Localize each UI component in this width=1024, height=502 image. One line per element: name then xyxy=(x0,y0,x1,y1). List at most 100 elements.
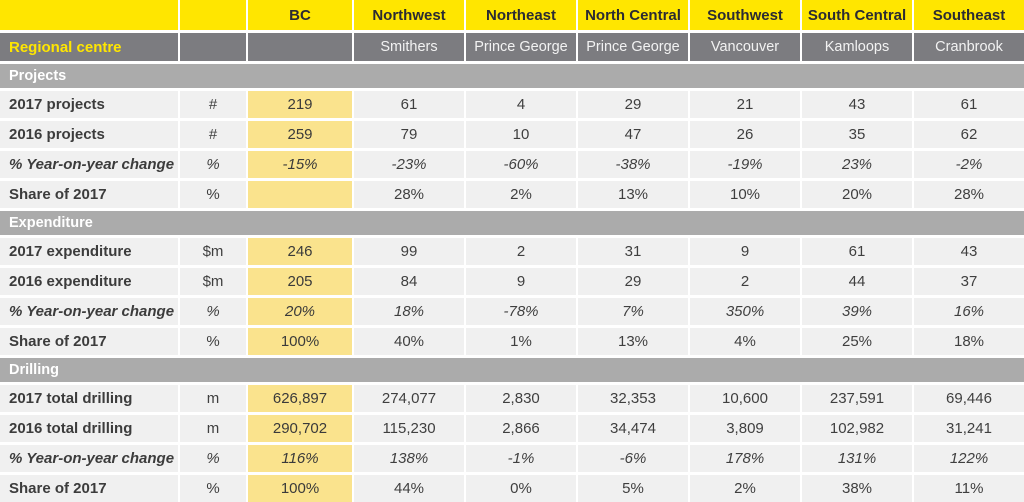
value-cell: 26 xyxy=(690,121,800,148)
data-row: % Year-on-year change% 116% 138% -1% -6% 178%… xyxy=(0,445,1024,472)
row-label: % Year-on-year change xyxy=(0,298,178,325)
unit-cell: # xyxy=(180,121,246,148)
data-row: 2017 total drilling m 626,897 274,077 2,830 3… xyxy=(0,385,1024,412)
value-cell: 122% xyxy=(914,445,1024,472)
unit-cell: % xyxy=(180,151,246,178)
value-cell: -1% xyxy=(466,445,576,472)
regional-centre-city: Kamloops xyxy=(802,33,912,61)
value-cell: 79 xyxy=(354,121,464,148)
value-cell: 2% xyxy=(466,181,576,208)
row-label: 2017 total drilling xyxy=(0,385,178,412)
value-cell: 350% xyxy=(690,298,800,325)
value-cell: 2 xyxy=(466,238,576,265)
value-cell: 29 xyxy=(578,268,688,295)
value-cell: 16% xyxy=(914,298,1024,325)
unit-cell: % xyxy=(180,475,246,502)
value-cell: 9 xyxy=(466,268,576,295)
unit-cell: % xyxy=(180,298,246,325)
data-row: 2016 total drilling m 290,702 115,230 2,866 3… xyxy=(0,415,1024,442)
unit-cell: $m xyxy=(180,238,246,265)
row-label: 2017 projects xyxy=(0,91,178,118)
region-header-southeast: Southeast xyxy=(914,0,1024,30)
value-cell: 138% xyxy=(354,445,464,472)
value-cell: 2,866 xyxy=(466,415,576,442)
value-cell: 4 xyxy=(466,91,576,118)
value-cell: 0% xyxy=(466,475,576,502)
value-cell: -38% xyxy=(578,151,688,178)
regional-centre-city: Prince George xyxy=(466,33,576,61)
corner-cell xyxy=(0,0,178,30)
bc-value-cell: 290,702 xyxy=(248,415,352,442)
regional-centre-label: Regional centre xyxy=(0,33,178,61)
bc-value-cell: 219 xyxy=(248,91,352,118)
value-cell: -78% xyxy=(466,298,576,325)
bc-value-cell xyxy=(248,181,352,208)
bc-value-cell: 100% xyxy=(248,475,352,502)
regional-centre-city: Vancouver xyxy=(690,33,800,61)
unit-cell: % xyxy=(180,328,246,355)
row-label: Share of 2017 xyxy=(0,181,178,208)
section-row-drilling: Drilling xyxy=(0,358,1024,382)
row-label: 2017 expenditure xyxy=(0,238,178,265)
value-cell: 47 xyxy=(578,121,688,148)
regional-centre-bc-cell xyxy=(248,33,352,61)
value-cell: 274,077 xyxy=(354,385,464,412)
value-cell: 37 xyxy=(914,268,1024,295)
value-cell: 69,446 xyxy=(914,385,1024,412)
row-label: Share of 2017 xyxy=(0,475,178,502)
section-row-projects: Projects xyxy=(0,64,1024,88)
value-cell: 29 xyxy=(578,91,688,118)
value-cell: 43 xyxy=(914,238,1024,265)
region-header-northeast: Northeast xyxy=(466,0,576,30)
value-cell: 178% xyxy=(690,445,800,472)
row-label: 2016 projects xyxy=(0,121,178,148)
row-label: % Year-on-year change xyxy=(0,151,178,178)
value-cell: 61 xyxy=(354,91,464,118)
bc-value-cell: 205 xyxy=(248,268,352,295)
value-cell: 18% xyxy=(354,298,464,325)
value-cell: 32,353 xyxy=(578,385,688,412)
value-cell: 9 xyxy=(690,238,800,265)
region-header-northwest: Northwest xyxy=(354,0,464,30)
value-cell: 62 xyxy=(914,121,1024,148)
value-cell: 7% xyxy=(578,298,688,325)
row-label: % Year-on-year change xyxy=(0,445,178,472)
regional-centre-city: Smithers xyxy=(354,33,464,61)
data-row: % Year-on-year change% -15% -23% -60% -38% -1… xyxy=(0,151,1024,178)
region-header-south-central: South Central xyxy=(802,0,912,30)
bc-value-cell: -15% xyxy=(248,151,352,178)
unit-cell: m xyxy=(180,385,246,412)
section-title: Projects xyxy=(0,64,1024,88)
bc-value-cell: 20% xyxy=(248,298,352,325)
unit-header-cell xyxy=(180,0,246,30)
value-cell: 44 xyxy=(802,268,912,295)
unit-cell: # xyxy=(180,91,246,118)
value-cell: 61 xyxy=(802,238,912,265)
value-cell: 11% xyxy=(914,475,1024,502)
value-cell: 102,982 xyxy=(802,415,912,442)
value-cell: 2,830 xyxy=(466,385,576,412)
value-cell: 20% xyxy=(802,181,912,208)
data-row: 2016 expenditure $m 205 84 9 29 2 44 37 xyxy=(0,268,1024,295)
value-cell: 10,600 xyxy=(690,385,800,412)
value-cell: 39% xyxy=(802,298,912,325)
unit-cell: m xyxy=(180,415,246,442)
value-cell: 10 xyxy=(466,121,576,148)
value-cell: 31,241 xyxy=(914,415,1024,442)
value-cell: 40% xyxy=(354,328,464,355)
unit-cell: % xyxy=(180,445,246,472)
value-cell: 237,591 xyxy=(802,385,912,412)
section-title: Expenditure xyxy=(0,211,1024,235)
value-cell: -60% xyxy=(466,151,576,178)
value-cell: 99 xyxy=(354,238,464,265)
unit-cell: % xyxy=(180,181,246,208)
value-cell: 18% xyxy=(914,328,1024,355)
value-cell: 10% xyxy=(690,181,800,208)
data-row: % Year-on-year change% 20% 18% -78% 7% 350% 39… xyxy=(0,298,1024,325)
value-cell: 44% xyxy=(354,475,464,502)
value-cell: 13% xyxy=(578,181,688,208)
value-cell: 115,230 xyxy=(354,415,464,442)
